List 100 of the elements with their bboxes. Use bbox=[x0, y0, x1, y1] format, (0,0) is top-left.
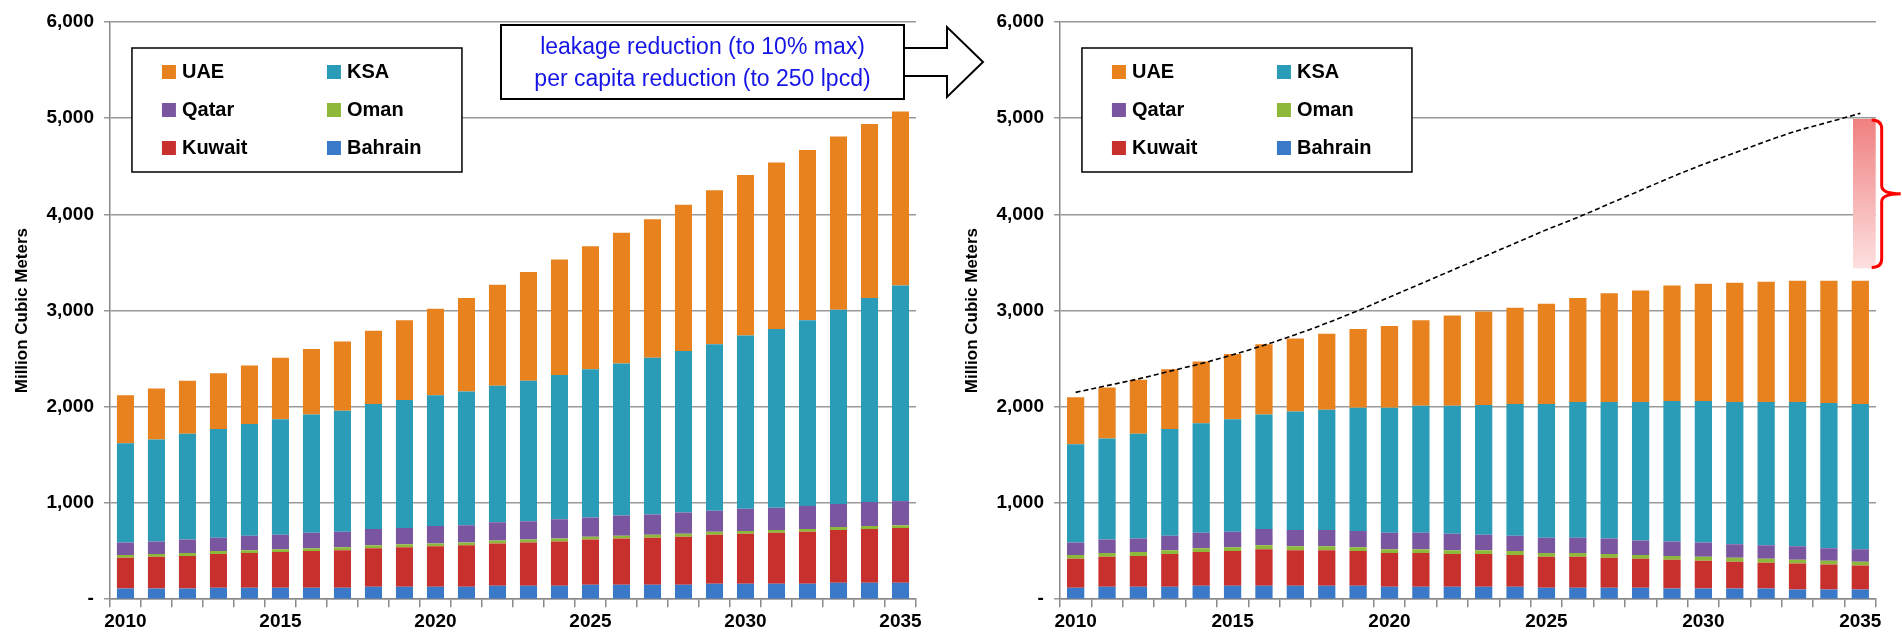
y-tick-label: 1,000 bbox=[996, 491, 1044, 513]
bar bbox=[519, 380, 537, 522]
y-tick-label: 2,000 bbox=[996, 395, 1044, 417]
bar bbox=[705, 510, 724, 532]
bar bbox=[333, 547, 351, 551]
bar bbox=[1631, 558, 1650, 588]
bar bbox=[674, 351, 693, 513]
bar bbox=[550, 519, 568, 539]
bar bbox=[581, 539, 599, 585]
bar bbox=[1255, 528, 1273, 546]
bar bbox=[1098, 387, 1116, 439]
bar bbox=[736, 533, 755, 584]
bar bbox=[1506, 554, 1524, 587]
bar bbox=[178, 588, 196, 599]
bar bbox=[1537, 403, 1556, 538]
legend-label: Oman bbox=[346, 97, 404, 120]
bar bbox=[1067, 587, 1085, 599]
legend-label: KSA bbox=[346, 59, 390, 82]
bar bbox=[1192, 361, 1210, 424]
bar bbox=[1757, 545, 1775, 559]
x-tick-label: 2020 bbox=[414, 609, 457, 631]
bar bbox=[1851, 280, 1869, 404]
bar bbox=[333, 587, 351, 599]
bar bbox=[1067, 444, 1085, 543]
bar bbox=[1318, 550, 1336, 586]
bar bbox=[643, 537, 662, 585]
bar bbox=[1255, 585, 1273, 599]
bar bbox=[829, 309, 848, 504]
bar bbox=[1412, 549, 1430, 554]
legend-label: Qatar bbox=[181, 97, 235, 120]
bar bbox=[457, 525, 475, 543]
bar bbox=[829, 136, 848, 310]
y-tick-label: - bbox=[1037, 587, 1044, 609]
bar bbox=[395, 528, 413, 545]
bar bbox=[1129, 379, 1148, 434]
legend-label: Qatar bbox=[1131, 97, 1185, 120]
bar bbox=[736, 174, 755, 336]
bar bbox=[1223, 419, 1242, 532]
bar bbox=[891, 582, 910, 599]
bar bbox=[271, 549, 289, 553]
bar bbox=[333, 531, 351, 548]
bar bbox=[705, 531, 724, 535]
bar bbox=[178, 555, 196, 589]
bar bbox=[1663, 588, 1681, 599]
bar bbox=[1475, 404, 1493, 535]
bar bbox=[798, 528, 817, 532]
bar bbox=[1161, 428, 1179, 536]
bar bbox=[1161, 553, 1179, 587]
legend-label: UAE bbox=[181, 59, 225, 82]
bar bbox=[364, 403, 382, 529]
bar bbox=[209, 551, 227, 554]
bar bbox=[1569, 298, 1587, 402]
bar bbox=[1223, 353, 1242, 420]
y-tick-label: 4,000 bbox=[996, 202, 1044, 224]
bar bbox=[1569, 537, 1587, 554]
bar bbox=[1192, 423, 1210, 533]
bar bbox=[271, 552, 289, 588]
bar bbox=[1349, 585, 1367, 599]
bar bbox=[798, 320, 817, 506]
bar bbox=[674, 204, 693, 351]
bar bbox=[1600, 557, 1618, 588]
bar bbox=[1788, 563, 1807, 590]
bar bbox=[519, 542, 537, 586]
y-tick-label: 3,000 bbox=[996, 298, 1044, 320]
bar bbox=[1318, 546, 1336, 551]
bar bbox=[891, 525, 910, 529]
bar bbox=[798, 583, 817, 599]
y-tick-label: 3,000 bbox=[46, 298, 94, 320]
bar bbox=[736, 335, 755, 509]
x-tick-label: 2010 bbox=[1054, 609, 1097, 631]
bar bbox=[488, 385, 506, 523]
bar bbox=[1663, 541, 1681, 556]
bar bbox=[1820, 564, 1838, 590]
bar bbox=[767, 532, 786, 584]
bar bbox=[1537, 587, 1556, 599]
bar bbox=[1475, 534, 1493, 551]
bar bbox=[1631, 587, 1650, 599]
bar bbox=[1663, 555, 1681, 560]
bar bbox=[581, 536, 599, 540]
bar bbox=[271, 419, 289, 535]
bar bbox=[1757, 588, 1775, 599]
bar bbox=[860, 528, 879, 583]
bar bbox=[457, 298, 475, 392]
bar bbox=[1820, 402, 1838, 549]
bar bbox=[767, 583, 786, 599]
bar bbox=[1412, 532, 1430, 550]
bar bbox=[1067, 554, 1085, 559]
bar bbox=[395, 400, 413, 529]
bar bbox=[767, 162, 786, 329]
bar bbox=[426, 543, 444, 547]
bar bbox=[488, 543, 506, 586]
annotation: per capita reduction (to 250 lpcd) bbox=[534, 65, 871, 91]
bar bbox=[426, 308, 444, 396]
bar bbox=[333, 410, 351, 532]
bar bbox=[457, 542, 475, 546]
bar bbox=[891, 285, 910, 502]
bar bbox=[209, 553, 227, 588]
bar bbox=[426, 395, 444, 527]
bar bbox=[147, 553, 165, 557]
bar bbox=[1286, 550, 1304, 586]
